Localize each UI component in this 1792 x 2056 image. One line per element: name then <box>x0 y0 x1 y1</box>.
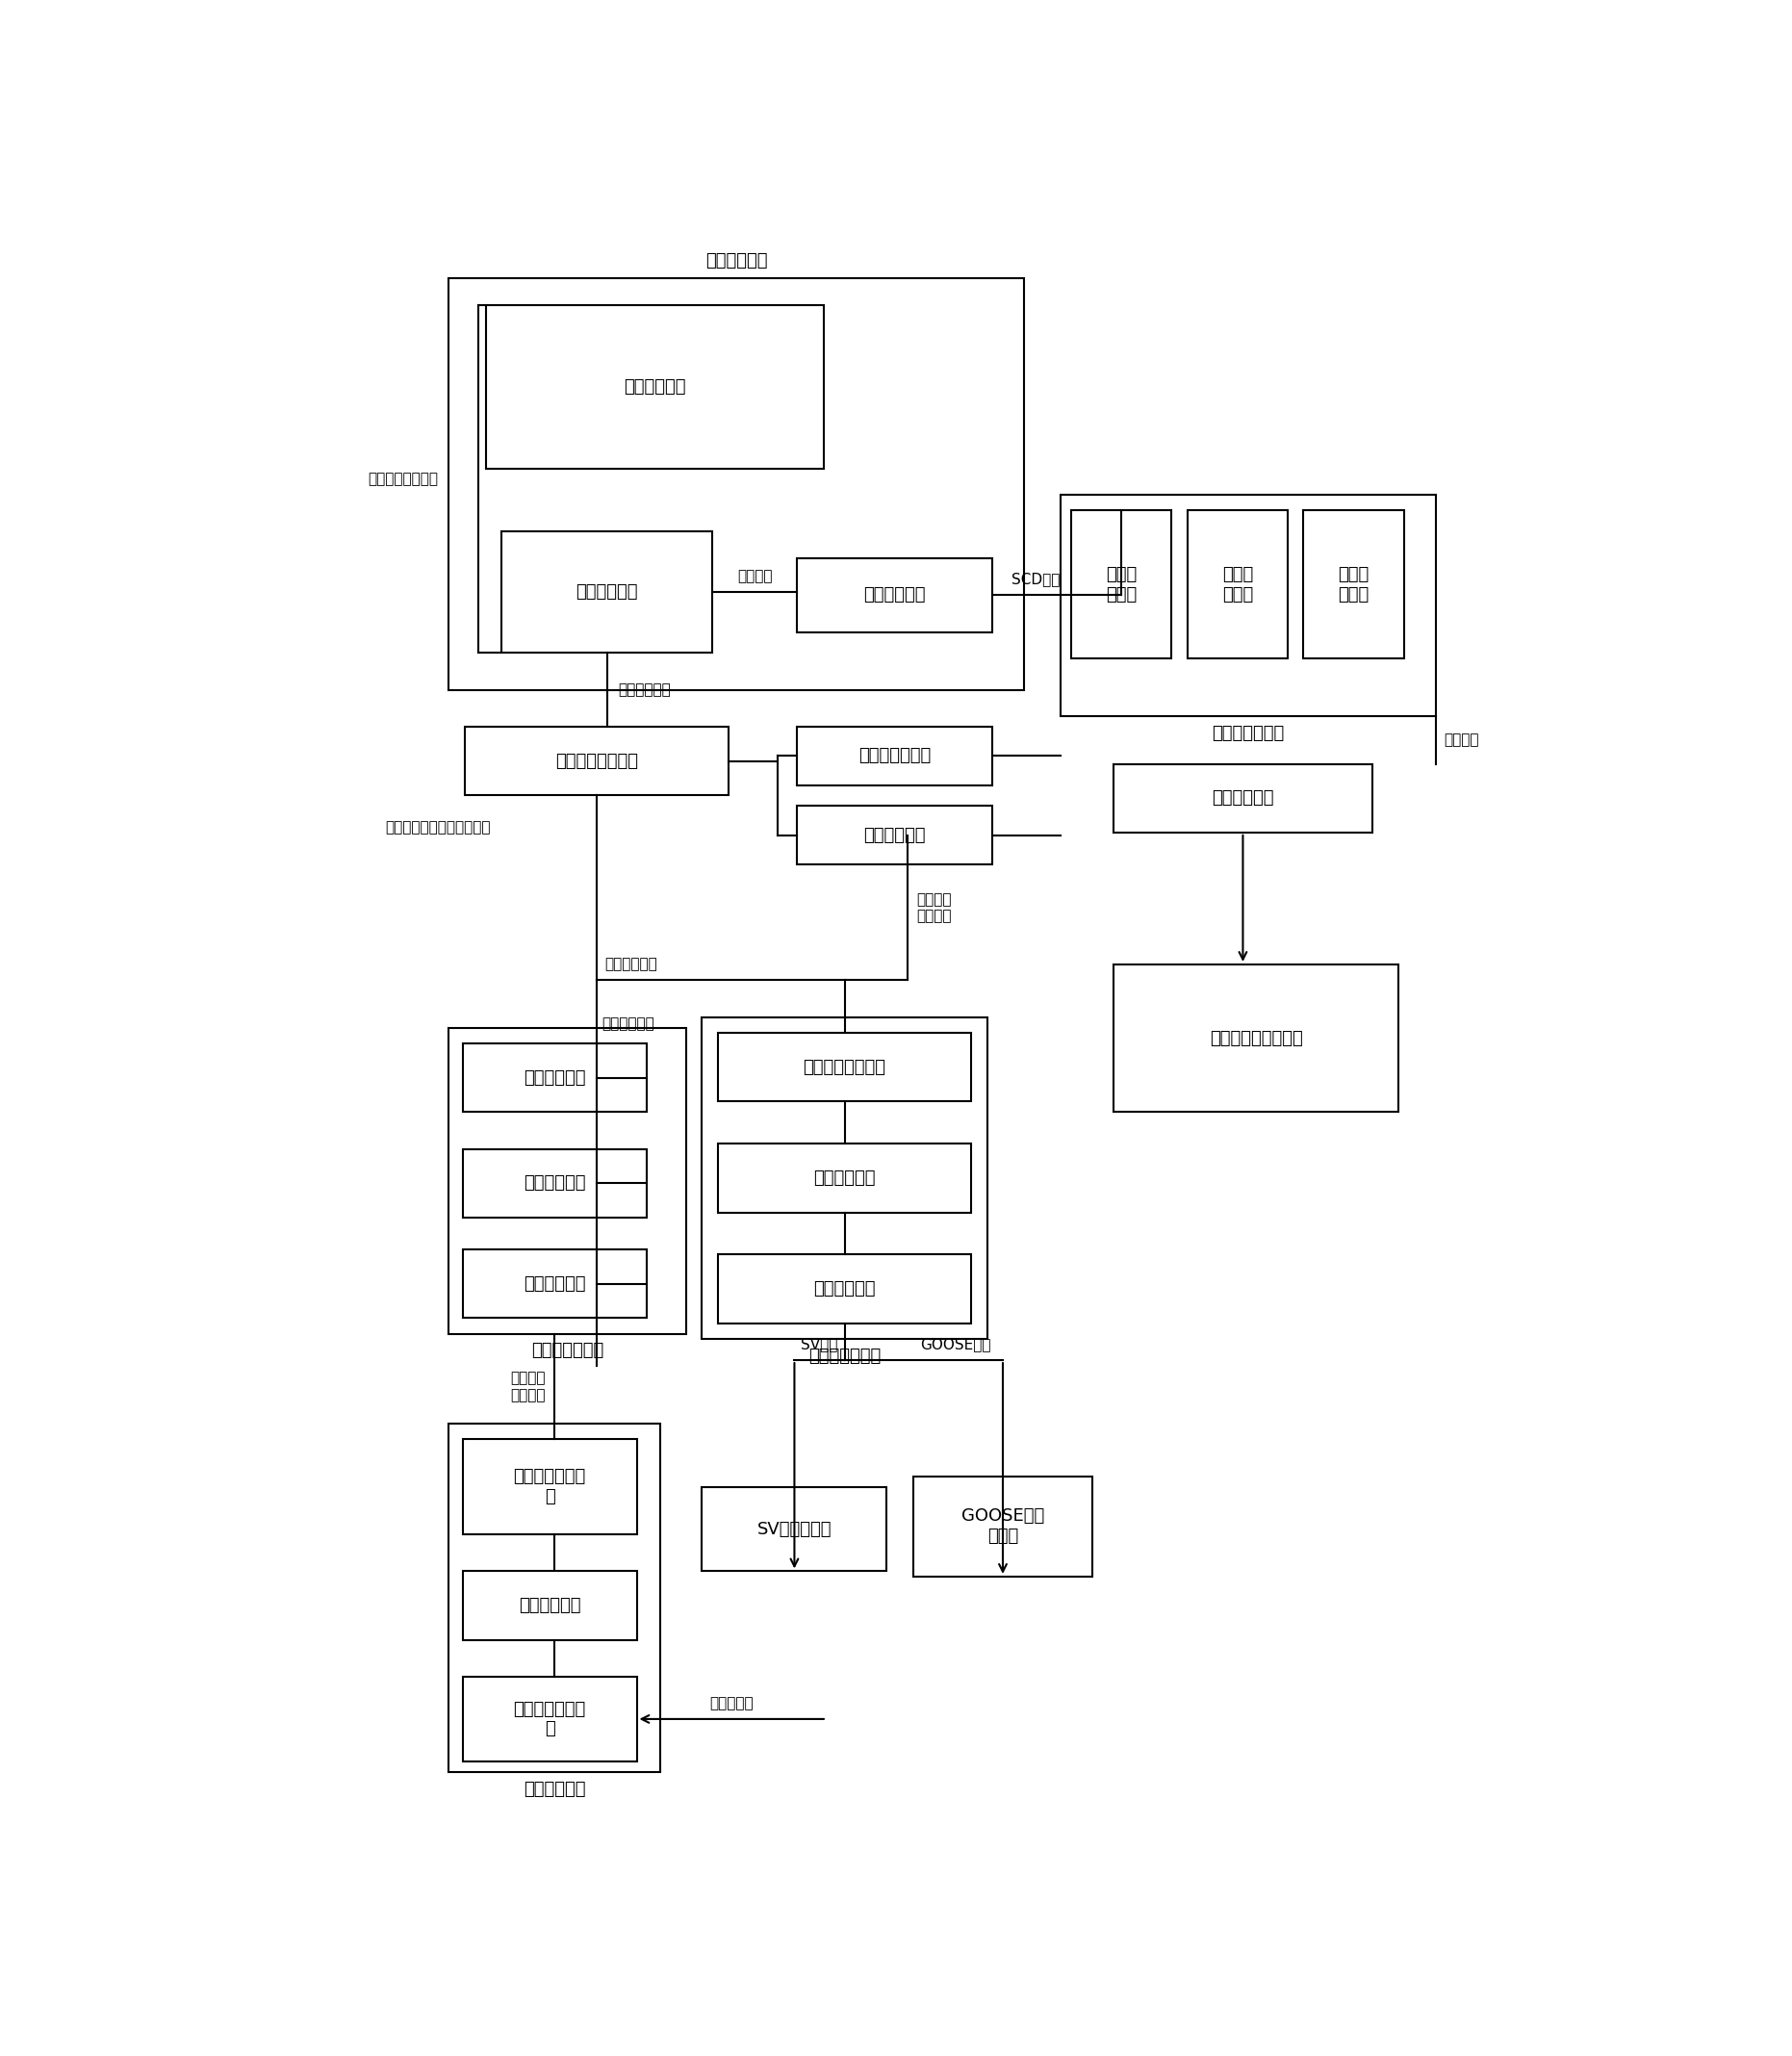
Text: 同步信号输出单
元: 同步信号输出单 元 <box>513 1468 586 1505</box>
Text: 站控层网络模块: 站控层网络模块 <box>1211 726 1285 742</box>
Text: 第二数据接收单元: 第二数据接收单元 <box>803 1059 885 1075</box>
Text: 中央控制模块: 中央控制模块 <box>706 253 767 269</box>
Bar <box>914 1476 1093 1577</box>
Text: 本地实时信息: 本地实时信息 <box>602 1016 654 1030</box>
Bar <box>502 533 713 654</box>
Text: 实时拓扑单元: 实时拓扑单元 <box>575 584 638 600</box>
Text: 时钟同步模块: 时钟同步模块 <box>523 1780 586 1797</box>
Bar <box>719 1143 971 1213</box>
Text: GOOSE网络
交换机: GOOSE网络 交换机 <box>961 1507 1045 1544</box>
Bar <box>462 1439 636 1534</box>
Text: SCD文件: SCD文件 <box>1011 572 1061 586</box>
Text: 可编程逻辑模块: 可编程逻辑模块 <box>808 1347 880 1365</box>
Text: 本地信息: 本地信息 <box>1444 732 1478 746</box>
Bar <box>462 1149 647 1217</box>
Bar <box>1113 765 1373 833</box>
Text: 信息存储单元: 信息存储单元 <box>523 1069 586 1086</box>
Text: 时钟源信号: 时钟源信号 <box>710 1696 754 1711</box>
Bar <box>1188 510 1288 658</box>
Bar <box>719 1032 971 1102</box>
Text: 综合测控单元: 综合测控单元 <box>624 378 686 395</box>
Bar <box>797 728 993 785</box>
Bar <box>702 1486 887 1571</box>
Bar <box>448 1423 659 1772</box>
Bar <box>1061 495 1435 715</box>
Text: 过程层网络模块: 过程层网络模块 <box>530 1343 604 1359</box>
Text: 各间隔模拟量、开关量信息: 各间隔模拟量、开关量信息 <box>385 820 491 835</box>
Bar <box>1113 964 1398 1112</box>
Bar <box>797 557 993 631</box>
Bar <box>702 1018 987 1338</box>
Text: 实时拓扑对应关系: 实时拓扑对应关系 <box>367 471 439 485</box>
Text: 标准时间授时单
元: 标准时间授时单 元 <box>513 1700 586 1737</box>
Bar <box>797 806 993 864</box>
Bar <box>486 304 824 469</box>
Text: 采集控制单元: 采集控制单元 <box>523 1275 586 1293</box>
Text: 控制规则算法: 控制规则算法 <box>606 958 658 972</box>
Text: 拓扑关系: 拓扑关系 <box>737 570 772 584</box>
Text: 数据传
输单元: 数据传 输单元 <box>1106 565 1138 602</box>
Bar <box>448 1028 686 1334</box>
Text: 时钟同步
输出信息: 时钟同步 输出信息 <box>511 1371 547 1402</box>
Text: 拓扑关系
计算结果: 拓扑关系 计算结果 <box>916 892 952 923</box>
Bar <box>1303 510 1403 658</box>
Text: 策略优化单元: 策略优化单元 <box>864 827 926 843</box>
Text: 逻辑计算单元: 逻辑计算单元 <box>814 1281 876 1297</box>
Text: 端口管
理单元: 端口管 理单元 <box>1222 565 1253 602</box>
Bar <box>462 1678 636 1762</box>
Text: 第一数据接收单元: 第一数据接收单元 <box>556 752 638 769</box>
Text: 数据通
信单元: 数据通 信单元 <box>1339 565 1369 602</box>
Text: 功能建模单元: 功能建模单元 <box>814 1170 876 1186</box>
Bar <box>462 1571 636 1641</box>
Text: 监控后台系统: 监控后台系统 <box>1211 790 1274 806</box>
Text: 本地实时信息: 本地实时信息 <box>618 683 670 697</box>
Text: 模型映射单元: 模型映射单元 <box>864 586 926 604</box>
Text: GOOSE报文: GOOSE报文 <box>919 1336 991 1351</box>
Text: SV网络交换机: SV网络交换机 <box>756 1519 831 1538</box>
Text: 数据解码单元: 数据解码单元 <box>523 1174 586 1192</box>
Bar <box>464 728 729 796</box>
Bar <box>719 1254 971 1324</box>
Bar <box>462 1044 647 1112</box>
Bar <box>448 278 1023 691</box>
Bar <box>1072 510 1172 658</box>
Text: SV报文: SV报文 <box>801 1336 839 1351</box>
Bar <box>462 1250 647 1318</box>
Text: 联闭锁逻辑单元: 联闭锁逻辑单元 <box>858 746 930 765</box>
Text: 时钟计算单元: 时钟计算单元 <box>518 1598 581 1614</box>
Text: 电网调度（集控站）: 电网调度（集控站） <box>1210 1030 1303 1047</box>
